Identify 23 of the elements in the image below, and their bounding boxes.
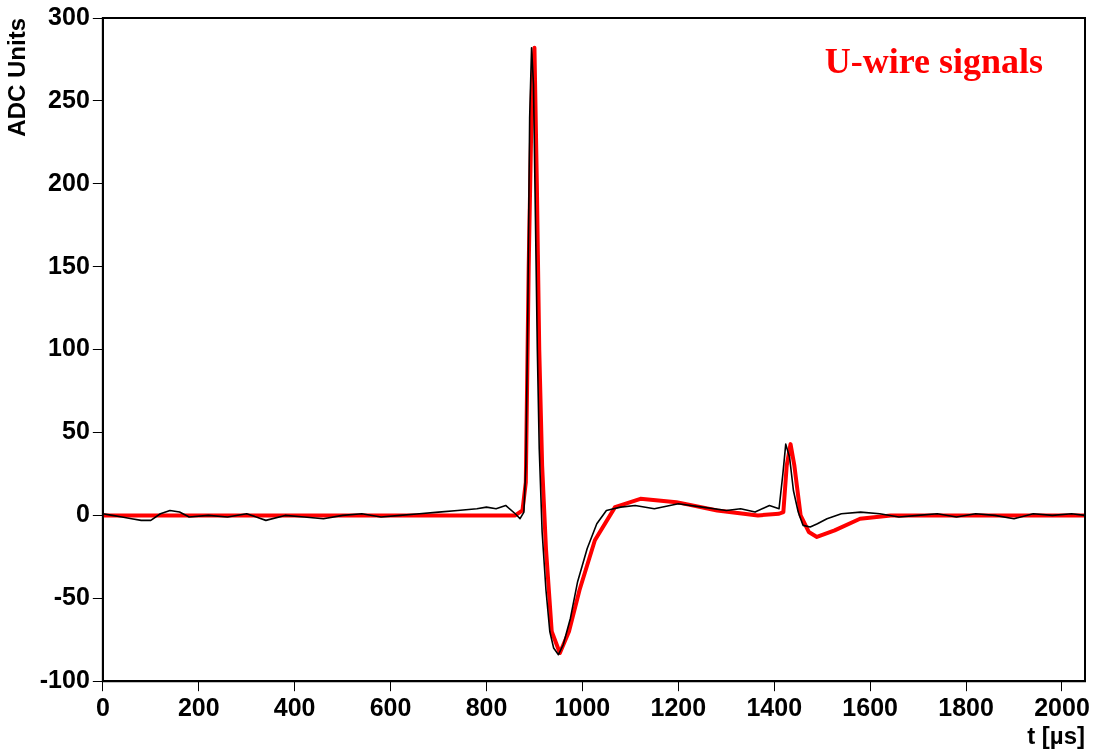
- y-tick-label: 150: [48, 250, 90, 279]
- x-tick-label: 0: [95, 693, 110, 722]
- x-tick-label: 1000: [554, 693, 611, 722]
- x-tick-label: 800: [465, 693, 508, 722]
- y-tick-label: 300: [48, 1, 90, 30]
- x-tick-label: 2000: [1034, 693, 1090, 722]
- y-tick-label: 0: [75, 499, 90, 528]
- x-tick-label: 1600: [842, 693, 898, 722]
- y-tick-label: -50: [53, 582, 90, 611]
- y-tick-label: 200: [48, 167, 90, 196]
- x-tick-label: 400: [273, 693, 316, 722]
- x-axis-title: t [µs]: [1027, 722, 1085, 750]
- y-tick-label: 100: [48, 333, 90, 362]
- y-tick-label: 250: [48, 84, 90, 113]
- x-tick-label: 200: [177, 693, 220, 722]
- y-tick-label: 50: [62, 416, 90, 445]
- x-tick-label: 1200: [650, 693, 707, 722]
- x-tick-label: 1800: [938, 693, 994, 722]
- y-axis-title: ADC Units: [3, 18, 31, 137]
- x-tick-label: 1400: [746, 693, 803, 722]
- x-tick-label: 600: [369, 693, 412, 722]
- y-tick-label: -100: [39, 665, 90, 694]
- text: U-wire signals: [824, 41, 1043, 82]
